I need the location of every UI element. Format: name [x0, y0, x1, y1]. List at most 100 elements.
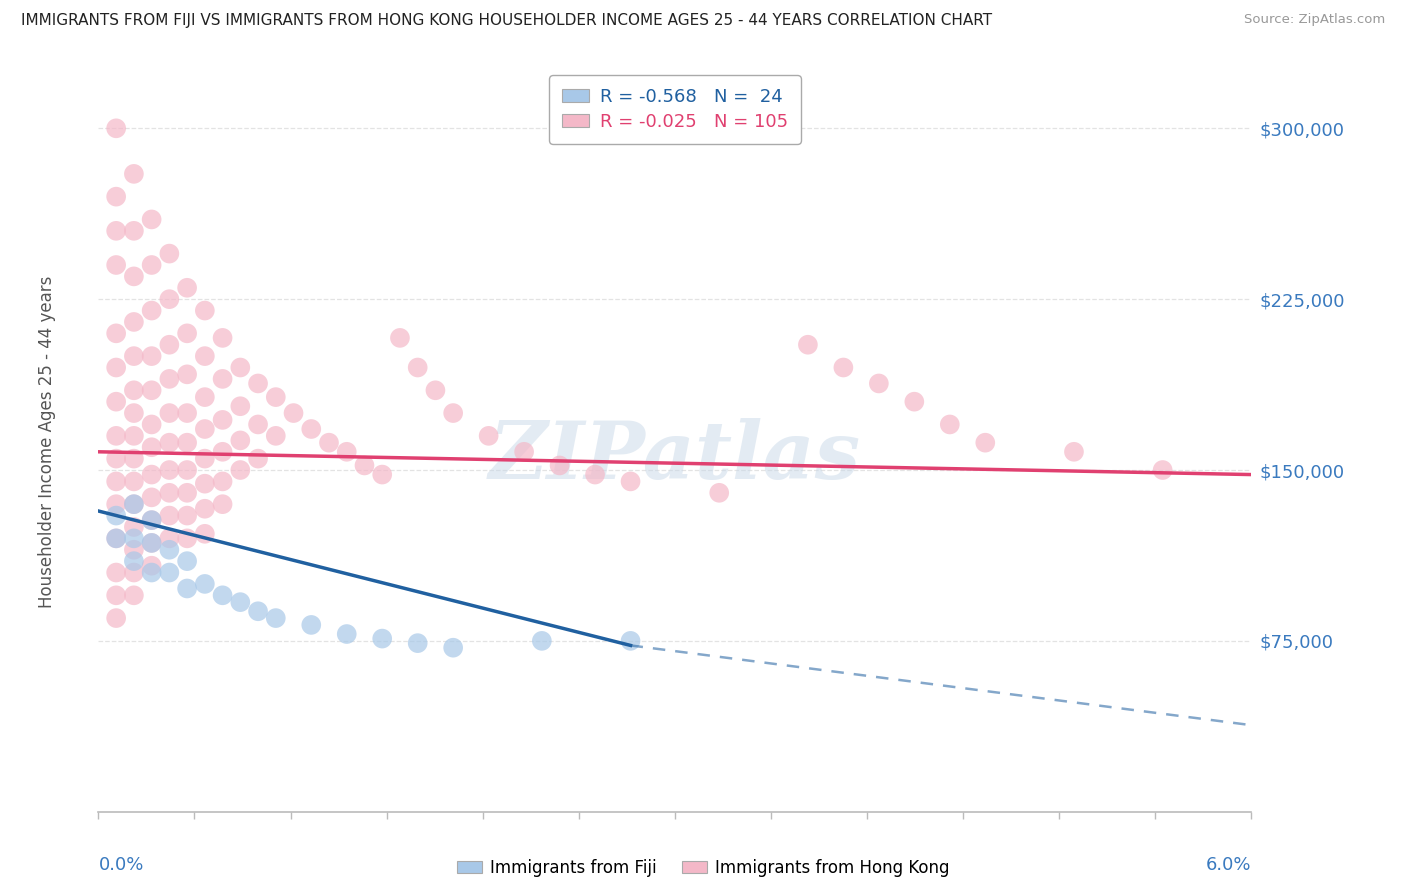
Point [141, 349, 163, 363]
Point [176, 463, 198, 477]
Point [141, 384, 163, 398]
Point [709, 485, 731, 500]
Point [105, 394, 128, 409]
Point [229, 595, 252, 609]
Point [176, 435, 198, 450]
Legend: R = -0.568   N =  24, R = -0.025   N = 105: R = -0.568 N = 24, R = -0.025 N = 105 [550, 75, 800, 144]
Point [619, 475, 641, 489]
Point [122, 566, 145, 580]
Point [211, 331, 233, 345]
Point [141, 258, 163, 272]
Point [122, 315, 145, 329]
Point [105, 588, 128, 602]
Point [441, 406, 464, 420]
Text: ZIPatlas: ZIPatlas [489, 417, 860, 495]
Point [353, 458, 375, 473]
Point [122, 384, 145, 398]
Point [176, 508, 198, 523]
Point [105, 189, 128, 203]
Point [122, 269, 145, 284]
Point [211, 444, 233, 458]
Point [939, 417, 962, 432]
Point [105, 121, 128, 136]
Point [229, 399, 252, 413]
Point [211, 475, 233, 489]
Point [176, 485, 198, 500]
Point [211, 413, 233, 427]
Point [157, 532, 180, 546]
Point [141, 566, 163, 580]
Point [105, 258, 128, 272]
Point [406, 636, 429, 650]
Point [157, 292, 180, 306]
Point [157, 542, 180, 557]
Point [299, 618, 322, 632]
Point [247, 451, 270, 466]
Point [122, 451, 145, 466]
Point [176, 406, 198, 420]
Point [530, 633, 553, 648]
Point [336, 627, 359, 641]
Legend: Immigrants from Fiji, Immigrants from Hong Kong: Immigrants from Fiji, Immigrants from Ho… [450, 853, 956, 884]
Point [157, 463, 180, 477]
Point [229, 463, 252, 477]
Point [264, 611, 287, 625]
Point [194, 349, 217, 363]
Point [122, 497, 145, 511]
Point [832, 360, 855, 375]
Point [122, 475, 145, 489]
Point [194, 451, 217, 466]
Point [903, 394, 925, 409]
Point [194, 390, 217, 404]
Point [141, 440, 163, 454]
Point [548, 458, 571, 473]
Point [105, 224, 128, 238]
Point [176, 554, 198, 568]
Point [157, 246, 180, 260]
Point [122, 554, 145, 568]
Point [105, 532, 128, 546]
Point [229, 434, 252, 448]
Text: 6.0%: 6.0% [1206, 856, 1251, 874]
Point [141, 417, 163, 432]
Point [194, 422, 217, 436]
Point [247, 376, 270, 391]
Point [176, 368, 198, 382]
Point [122, 349, 145, 363]
Point [157, 435, 180, 450]
Point [105, 497, 128, 511]
Text: Householder Income Ages 25 - 44 years: Householder Income Ages 25 - 44 years [38, 276, 56, 607]
Point [797, 337, 820, 351]
Text: IMMIGRANTS FROM FIJI VS IMMIGRANTS FROM HONG KONG HOUSEHOLDER INCOME AGES 25 - 4: IMMIGRANTS FROM FIJI VS IMMIGRANTS FROM … [21, 13, 993, 29]
Point [105, 611, 128, 625]
Point [211, 372, 233, 386]
Point [157, 372, 180, 386]
Point [868, 376, 890, 391]
Point [141, 513, 163, 527]
Point [194, 501, 217, 516]
Point [141, 303, 163, 318]
Point [122, 532, 145, 546]
Point [157, 406, 180, 420]
Point [1063, 444, 1085, 458]
Point [264, 429, 287, 443]
Point [105, 566, 128, 580]
Point [336, 444, 359, 458]
Point [194, 577, 217, 591]
Point [441, 640, 464, 655]
Point [194, 476, 217, 491]
Text: Source: ZipAtlas.com: Source: ZipAtlas.com [1244, 13, 1385, 27]
Point [105, 360, 128, 375]
Text: 0.0%: 0.0% [98, 856, 143, 874]
Point [122, 224, 145, 238]
Point [105, 429, 128, 443]
Point [157, 485, 180, 500]
Point [247, 604, 270, 618]
Point [513, 444, 536, 458]
Point [141, 491, 163, 505]
Point [406, 360, 429, 375]
Point [122, 520, 145, 534]
Point [105, 326, 128, 341]
Point [122, 406, 145, 420]
Point [194, 303, 217, 318]
